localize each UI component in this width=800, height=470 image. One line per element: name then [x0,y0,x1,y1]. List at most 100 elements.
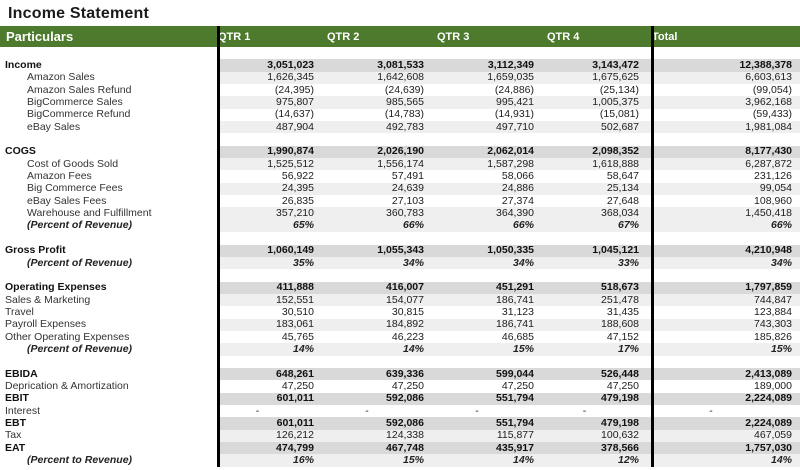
cell-qtr3: (14,931) [494,108,534,121]
cell-qtr2 [327,356,437,368]
table-row: EBT 601,011 592,086 551,794 479,198 2,22… [0,416,800,430]
cell-qtr3: 34% [437,256,547,270]
cell-total: 8,177,430 [652,145,800,159]
cell-qtr2: 27,103 [391,194,424,207]
cell-total: 6,287,872 [652,158,800,171]
cell-qtr2: (24,639) [384,83,424,96]
row-label: Deprication & Amortization [5,379,129,392]
cell-qtr2: 1,055,343 [327,244,437,257]
row-label: EBT [5,416,26,429]
row-label [0,356,218,368]
cell-total: 744,847 [652,293,800,307]
page-title: Income Statement [8,5,150,22]
cell-qtr4 [547,269,652,281]
cell-qtr3: 551,794 [437,392,547,405]
header-qtr1: QTR 1 [218,30,251,43]
table-row: COGS 1,990,874 2,026,190 2,062,014 2,098… [0,145,800,159]
cell-qtr3: 46,685 [501,330,534,343]
cell-qtr4: 251,478 [547,293,652,307]
row-label: (Percent to Revenue) [27,454,133,467]
cell-qtr4: (25,134) [599,83,639,96]
header-qtr2: QTR 2 [327,30,360,43]
cell-qtr1 [218,133,327,145]
cell-qtr3: 15% [437,343,547,356]
cell-total [652,269,800,281]
cell-total: 99,054 [652,182,800,196]
cell-total: (99,054) [752,83,792,96]
header-total: Total [652,30,678,43]
row-label [0,133,218,145]
cell-qtr1: 1,060,149 [218,244,327,257]
row-label: EBIT [5,392,29,405]
row-label: Other Operating Expenses [5,330,130,343]
table-row: Amazon Fees 56,922 57,491 58,066 58,647 … [0,170,800,182]
cell-total: 1,757,030 [652,442,800,455]
cell-qtr2: - [365,404,369,417]
cell-qtr1: 16% [218,454,327,467]
cell-qtr1: 26,835 [281,194,314,207]
cell-total: 231,126 [754,170,792,183]
cell-qtr1: 648,261 [218,367,327,381]
table-row: Payroll Expenses 183,061 184,892 186,741… [0,318,800,331]
table-header: Particulars QTR 1 QTR 2 QTR 3 QTR 4 Tota… [0,26,800,47]
cell-qtr3 [437,269,547,281]
cell-qtr3: 66% [437,219,547,233]
cell-qtr1: 1,626,345 [218,71,327,85]
cell-qtr3 [437,356,547,368]
row-label: BigCommerce Refund [27,108,131,121]
cell-qtr4: 27,648 [606,194,639,207]
cell-qtr3: 24,886 [437,182,547,196]
cell-qtr1: 65% [218,219,327,233]
cell-qtr4: 12% [547,454,652,467]
cell-qtr4 [547,133,652,145]
cell-qtr3: 14% [437,454,547,467]
cell-qtr3: 58,066 [501,170,534,183]
cell-qtr1 [218,47,327,59]
table-row: EAT 474,799 467,748 435,917 378,566 1,75… [0,442,800,455]
cell-qtr1: 975,807 [218,96,327,109]
table-row: Sales & Marketing 152,551 154,077 186,74… [0,293,800,307]
cell-qtr1: 357,210 [218,207,327,220]
cell-qtr3: 451,291 [437,281,547,294]
cell-total [652,232,800,244]
table-row: Deprication & Amortization 47,250 47,250… [0,380,800,392]
cell-qtr1: (14,637) [274,108,314,121]
cell-qtr1 [218,269,327,281]
cell-qtr1: 45,765 [281,330,314,343]
cell-total: (59,433) [752,108,792,121]
cell-qtr2: 124,338 [327,429,437,442]
table-body: Income 3,051,023 3,081,533 3,112,349 3,1… [0,47,800,467]
cell-qtr4: 58,647 [606,170,639,183]
cell-total [652,133,800,145]
cell-qtr4: 47,250 [606,379,639,392]
row-label: Travel [5,305,34,318]
row-label: (Percent of Revenue) [27,256,133,269]
row-label [0,269,218,281]
cell-qtr4: 31,435 [606,305,639,318]
cell-qtr4: 479,198 [547,417,652,430]
table-row: EBIT 601,011 592,086 551,794 479,198 2,2… [0,392,800,405]
cell-qtr1: 601,011 [218,417,327,430]
row-label: Amazon Sales [27,71,95,84]
cell-qtr3 [437,133,547,145]
row-label: Payroll Expenses [5,318,87,331]
cell-qtr1 [218,356,327,368]
row-label: EBIDA [5,367,38,380]
cell-qtr3: 599,044 [437,367,547,381]
cell-qtr1: - [255,404,260,417]
cell-qtr4: - [582,404,587,417]
cell-total: 66% [652,219,800,233]
cell-total [652,356,800,368]
cell-qtr4: 1,618,888 [547,158,652,171]
cell-qtr2: 46,223 [391,330,424,343]
table-row: Tax 126,212 124,338 115,877 100,632 467,… [0,429,800,442]
cell-qtr1: 47,250 [281,379,314,392]
cell-qtr2: 47,250 [391,379,424,392]
cell-qtr4: 67% [547,219,652,233]
cell-qtr3 [437,47,547,59]
cell-qtr3: 186,741 [437,293,547,307]
cell-qtr1: 411,888 [218,281,327,294]
cell-total: 189,000 [754,379,792,392]
cell-qtr1: 152,551 [218,293,327,307]
cell-qtr4: 47,152 [606,330,639,343]
